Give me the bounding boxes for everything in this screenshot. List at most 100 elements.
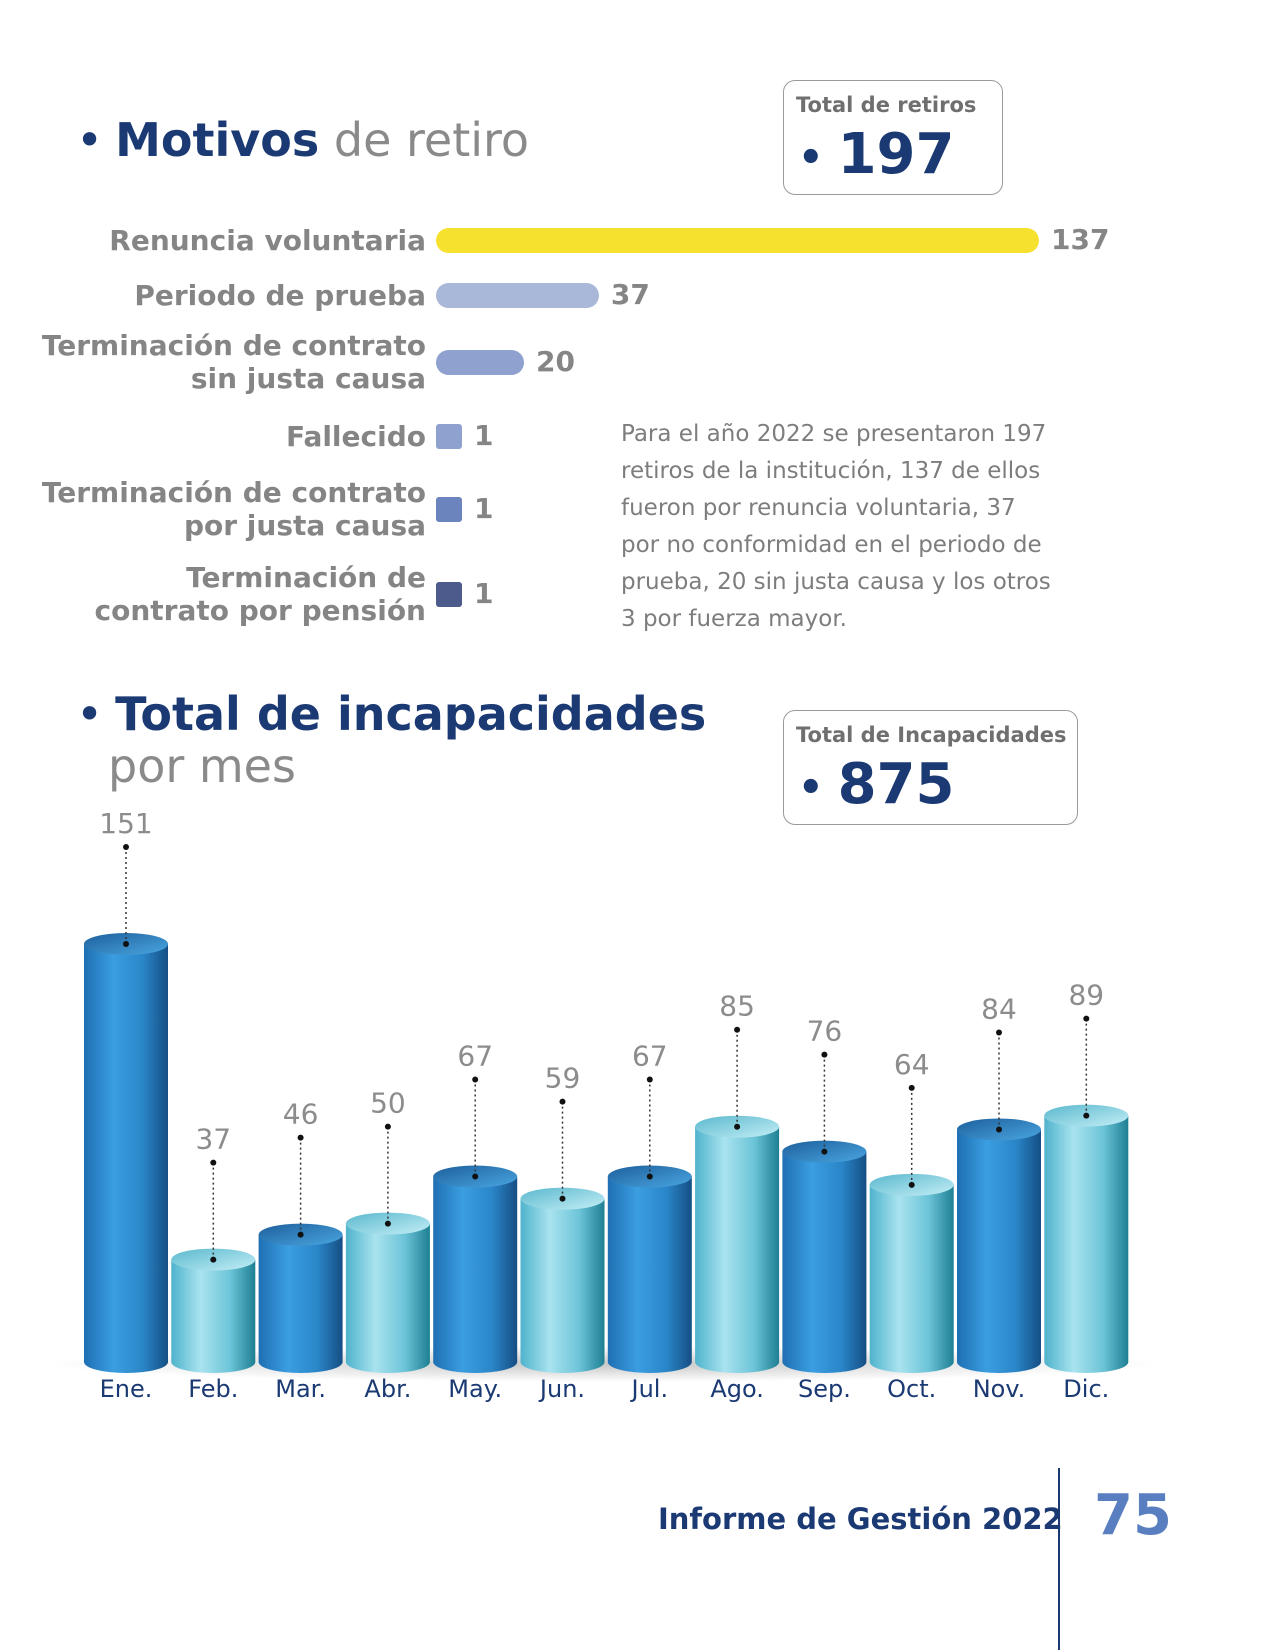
cylinder-body [607,1176,692,1373]
leader-dot-top [210,1159,217,1166]
cylinder-body [84,944,168,1373]
leader-dot-top [821,1051,828,1058]
bar [436,282,599,308]
leader-dot-top [472,1076,479,1083]
data-label: 76 [807,1015,843,1048]
title-strong: Motivos [115,113,320,167]
page-number: 75 [1094,1483,1172,1548]
cylinder-body [433,1176,518,1373]
leader-dot-top [123,844,129,850]
leader-dot-bottom [297,1231,304,1238]
cylinder-body [520,1198,605,1373]
title-strong: Total de incapacidades [115,687,707,741]
bullet-icon: • [76,687,104,741]
category-label-line: Fallecido [285,419,426,453]
month-label: Jul. [630,1375,669,1403]
leader-dot-bottom [646,1173,653,1180]
data-label: 84 [981,992,1017,1025]
leader-dot-top [384,1123,391,1130]
cylinder-body [869,1184,954,1373]
cylinder-bar: 84 Nov. [957,992,1041,1403]
leader-dot-bottom [1083,1112,1090,1119]
data-label: 85 [719,990,755,1023]
month-label: Feb. [188,1375,238,1403]
leader-dot-top [908,1084,915,1091]
month-label: Ago. [710,1375,764,1403]
cylinder-bar: 37 Feb. [171,1123,256,1403]
total-incapacidades-label: Total de Incapacidades [796,723,1067,747]
month-label: Ene. [100,1375,153,1403]
cylinder-bar: 50 Abr. [345,1087,430,1403]
category-label: Terminación de contrato por justa causa [26,476,426,542]
title-light: por mes [108,739,296,793]
month-label: Abr. [364,1375,411,1403]
bar-value: 1 [474,492,494,525]
cylinder-bar: 76 Sep. [782,1015,867,1403]
leader-dot-bottom [559,1195,566,1202]
month-label: Jun. [538,1375,585,1403]
leader-dot-top [734,1026,741,1033]
bar-value: 20 [536,345,575,378]
cylinder-body [258,1234,343,1373]
month-label: Oct. [887,1375,936,1403]
category-label-line: Periodo de prueba [134,278,426,312]
category-label-line: Terminación de [186,561,426,594]
bar [436,349,525,375]
category-label-line: por justa causa [183,509,426,542]
cylinder-bar: 67 May. [433,1040,518,1403]
cylinder-bar: 85 Ago. [695,990,780,1403]
cylinder-bar: 59 Jun. [520,1062,605,1403]
retiro-bar-chart: Renuncia voluntaria 137 Periodo de prueba 3… [0,0,1275,650]
bar [436,423,462,449]
data-label: 67 [632,1040,668,1073]
leader-dot-top [297,1134,304,1141]
bar-value: 1 [474,419,494,452]
bullet-icon: • [76,113,104,167]
category-label: Terminación de contrato por pensión [26,561,426,627]
category-label-line: Terminación de contrato [41,476,426,509]
data-label: 89 [1068,979,1104,1012]
cylinder-body [695,1126,780,1373]
bar-value: 1 [474,577,494,610]
total-incapacidades-value: • 875 [798,752,955,817]
summary-paragraph: Para el año 2022 se presentaron 197 reti… [621,421,1051,632]
leader-dot-bottom [472,1173,479,1180]
data-label: 50 [370,1087,406,1120]
cylinder-bar: 89 Dic. [1044,979,1129,1403]
total-retiros-box: Total de retiros • 197 [783,80,1003,195]
cylinder-bar: 67 Jul. [607,1040,692,1403]
cylinder-bar: 64 Oct. [869,1048,954,1403]
category-label-line: contrato por pensión [94,594,426,627]
leader-dot-top [1083,1015,1090,1022]
month-label: Nov. [973,1375,1026,1403]
category-label: Fallecido [26,420,426,453]
total-retiros-label: Total de retiros [796,93,977,117]
data-label: 37 [195,1123,231,1156]
category-label-line: sin justa causa [190,362,426,395]
month-label: Mar. [275,1375,326,1403]
category-label-line: Renuncia voluntaria [109,223,426,257]
total-incapacidades-box: Total de Incapacidades • 875 [783,710,1078,825]
section-title-motivos: • Motivos de retiro [76,114,529,166]
data-label: 46 [283,1098,319,1131]
leader-dot-bottom [821,1148,828,1155]
title-light: de retiro [333,113,530,167]
leader-dot-top [646,1076,653,1083]
month-label: May. [448,1375,502,1403]
bar [436,581,462,607]
section-title-incapacidades: • Total de incapacidades [76,688,706,740]
leader-dot-bottom [210,1256,217,1263]
total-retiros-value: • 197 [798,122,955,187]
leader-dot-top [559,1098,566,1105]
category-label: Periodo de prueba [26,279,426,312]
leader-dot-bottom [734,1123,741,1130]
bar-value: 37 [610,278,650,311]
data-label: 59 [545,1062,581,1095]
bar [436,227,1039,253]
data-label: 64 [894,1048,930,1081]
data-label: 67 [457,1040,493,1073]
cylinder-body [171,1259,256,1373]
category-label: Terminación de contrato sin justa causa [26,329,426,395]
category-label-line: Terminación de contrato [41,329,426,362]
